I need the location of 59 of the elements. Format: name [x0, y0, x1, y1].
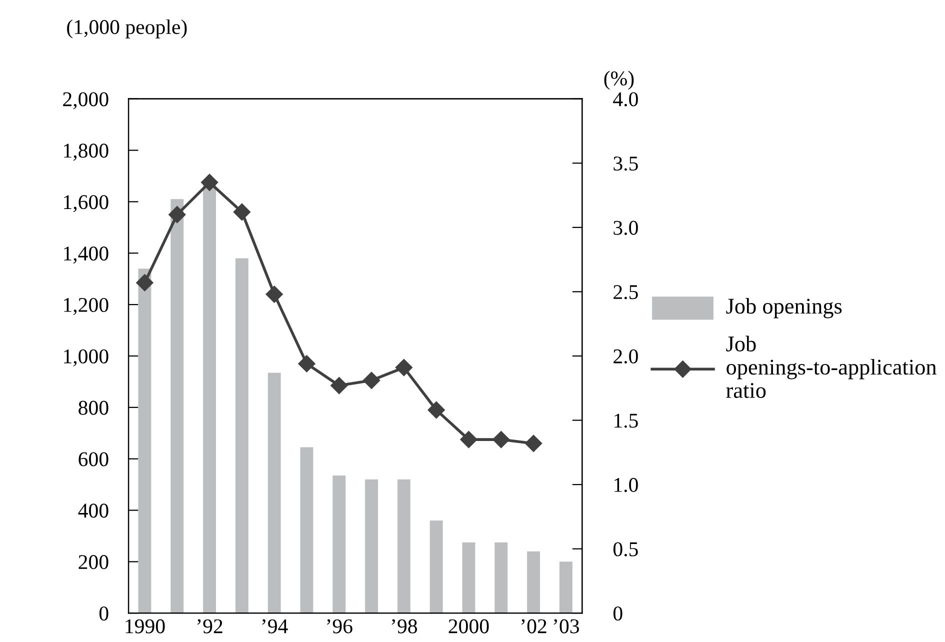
point	[266, 286, 283, 303]
y2-tick-label: 2.0	[614, 349, 638, 364]
point	[460, 431, 478, 448]
y-tick-label: 1,800	[64, 144, 108, 161]
bar	[268, 372, 281, 614]
y2-axis-title: (%)	[604, 70, 634, 90]
point	[298, 355, 316, 372]
y-tick-label: 600	[78, 452, 108, 466]
y-tick-label: 200	[78, 555, 108, 570]
bar	[300, 447, 314, 614]
point	[362, 372, 380, 389]
y2-tick-label: 0.5	[613, 542, 638, 556]
bar	[235, 258, 248, 614]
y-tick-label: 1,000	[64, 349, 108, 366]
bar	[494, 542, 508, 614]
bar	[397, 479, 410, 614]
x-tick-label: 2000	[448, 619, 489, 634]
bar	[365, 479, 378, 614]
y2-tick-label: 3.5	[614, 156, 638, 171]
point	[233, 203, 250, 221]
point	[395, 359, 412, 376]
y-tick-label: 800	[78, 400, 108, 415]
y-tick-label: 2,000	[63, 92, 108, 110]
y2-tick-label: 1.0	[614, 478, 638, 492]
bar	[332, 476, 346, 614]
point	[136, 274, 154, 292]
y2-tick-label: 3.0	[614, 220, 638, 235]
y2-tick-label: 0	[613, 606, 622, 621]
bar	[559, 562, 572, 614]
bar	[203, 184, 216, 614]
bar	[430, 520, 443, 614]
bar	[527, 551, 540, 614]
y2-tick-label: 2.5	[614, 285, 638, 300]
point	[524, 434, 542, 452]
bar	[138, 268, 152, 614]
x-tick-label: ’94	[262, 619, 288, 634]
legend-label: Job openings-to-application ratio	[726, 336, 936, 398]
point	[428, 401, 445, 419]
bar	[462, 542, 476, 614]
y-axis-title: (1,000 people)	[67, 19, 187, 38]
x-tick-label: ’92	[197, 619, 222, 634]
point	[330, 377, 348, 394]
y-tick-label: 1,200	[64, 298, 108, 315]
y2-tick-label: 1.5	[614, 414, 638, 428]
x-tick-label: ’02	[521, 619, 546, 634]
y-tick-label: 0	[99, 606, 108, 621]
x-tick-label: ’96	[327, 619, 352, 634]
bar	[170, 199, 184, 614]
x-tick-label: ’98	[392, 619, 418, 634]
point	[168, 206, 186, 224]
x-tick-label: 1990	[126, 619, 165, 634]
y2-tick-label: 4.0	[613, 92, 638, 106]
point	[200, 174, 218, 191]
legend-label: Job openings	[726, 298, 842, 318]
y-tick-label: 1,600	[64, 195, 108, 212]
x-tick-label: ’03	[554, 619, 579, 634]
point	[492, 431, 510, 448]
y-tick-label: 400	[78, 504, 108, 518]
y-tick-label: 1,400	[64, 246, 108, 264]
